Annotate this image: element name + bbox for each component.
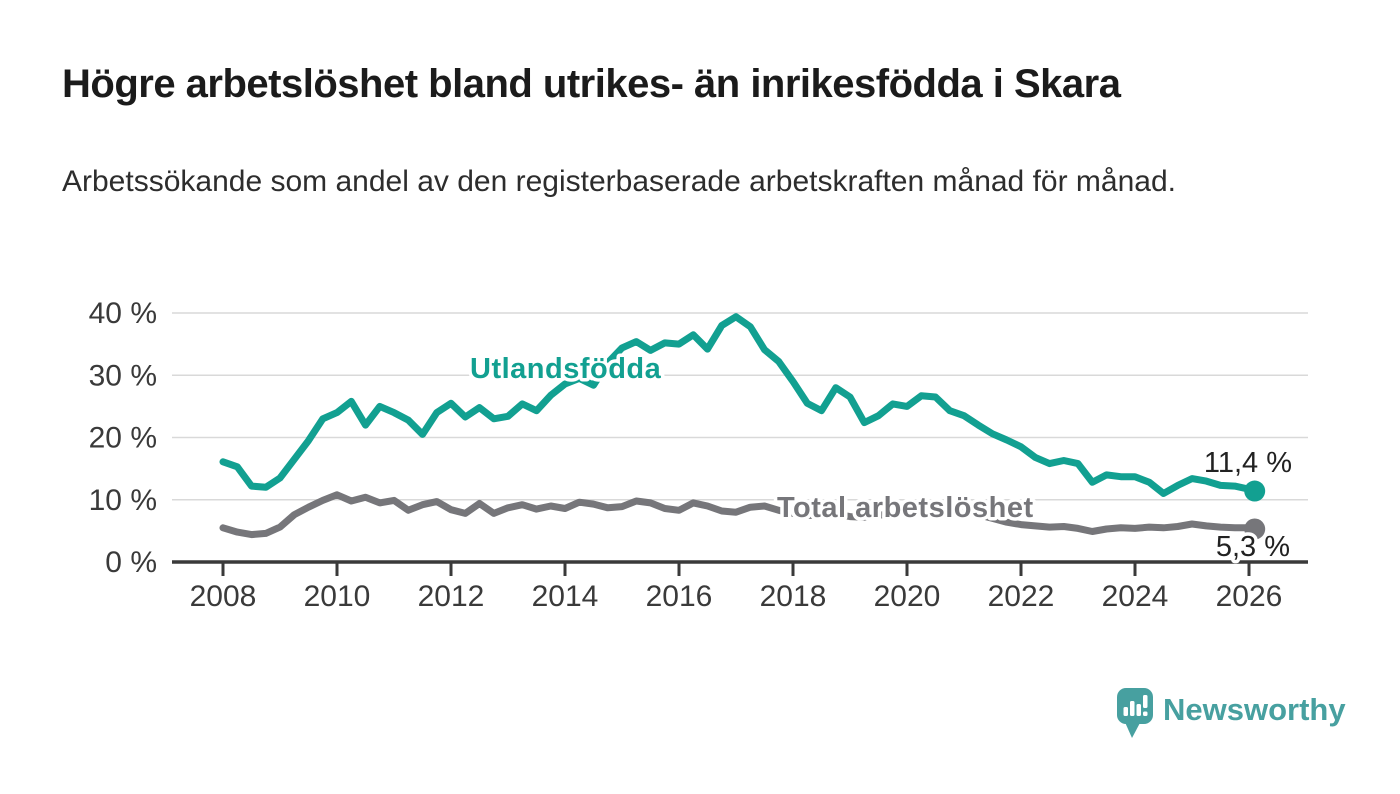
end-value-label-utlandsfodda: 11,4 % (1204, 447, 1292, 479)
x-axis-tick-label: 2010 (304, 580, 371, 613)
y-axis-tick-label: 30 % (89, 359, 157, 392)
x-axis-tick-label: 2020 (874, 580, 941, 613)
chart-series (219, 313, 1266, 540)
y-axis-tick-label: 40 % (89, 297, 157, 330)
series-end-dot (1244, 480, 1266, 502)
series-label-total-arbetsloshet: Total arbetslöshet (777, 492, 1034, 524)
series-line-utlandsf-dda (219, 313, 1259, 497)
newsworthy-logo-icon (1117, 688, 1153, 738)
x-axis-tick-label: 2024 (1102, 580, 1169, 613)
x-axis-tick-label: 2026 (1216, 580, 1283, 613)
page-title: Högre arbetslöshet bland utrikes- än inr… (62, 62, 1121, 106)
y-axis-tick-label: 10 % (89, 484, 157, 517)
y-axis-tick-label: 0 % (105, 546, 157, 579)
newsworthy-brand: Newsworthy (1117, 688, 1346, 742)
x-axis-tick-label: 2008 (190, 580, 257, 613)
series-line-total-arbetsl-shet (219, 491, 1259, 539)
end-value-label-total: 5,3 % (1216, 531, 1290, 563)
chart-grid: 0 % 10 % 20 % 30 % 40 % (89, 297, 1308, 579)
series-end-dot (1244, 518, 1266, 540)
x-axis-tick-label: 2018 (760, 580, 827, 613)
series-label-utlandsfodda: Utlandsfödda (470, 353, 662, 385)
x-axis-tick-label: 2022 (988, 580, 1055, 613)
chart-axis: 2008 2010 2012 2014 2016 2018 2020 2022 2024 2026 (172, 560, 1308, 613)
page-subtitle: Arbetssökande som andel av den registerb… (62, 165, 1176, 198)
x-axis-tick-label: 2012 (418, 580, 485, 613)
x-axis-tick-label: 2016 (646, 580, 713, 613)
x-axis-tick-label: 2014 (532, 580, 599, 613)
y-axis-tick-label: 20 % (89, 422, 157, 455)
newsworthy-brand-name: Newsworthy (1163, 692, 1346, 727)
